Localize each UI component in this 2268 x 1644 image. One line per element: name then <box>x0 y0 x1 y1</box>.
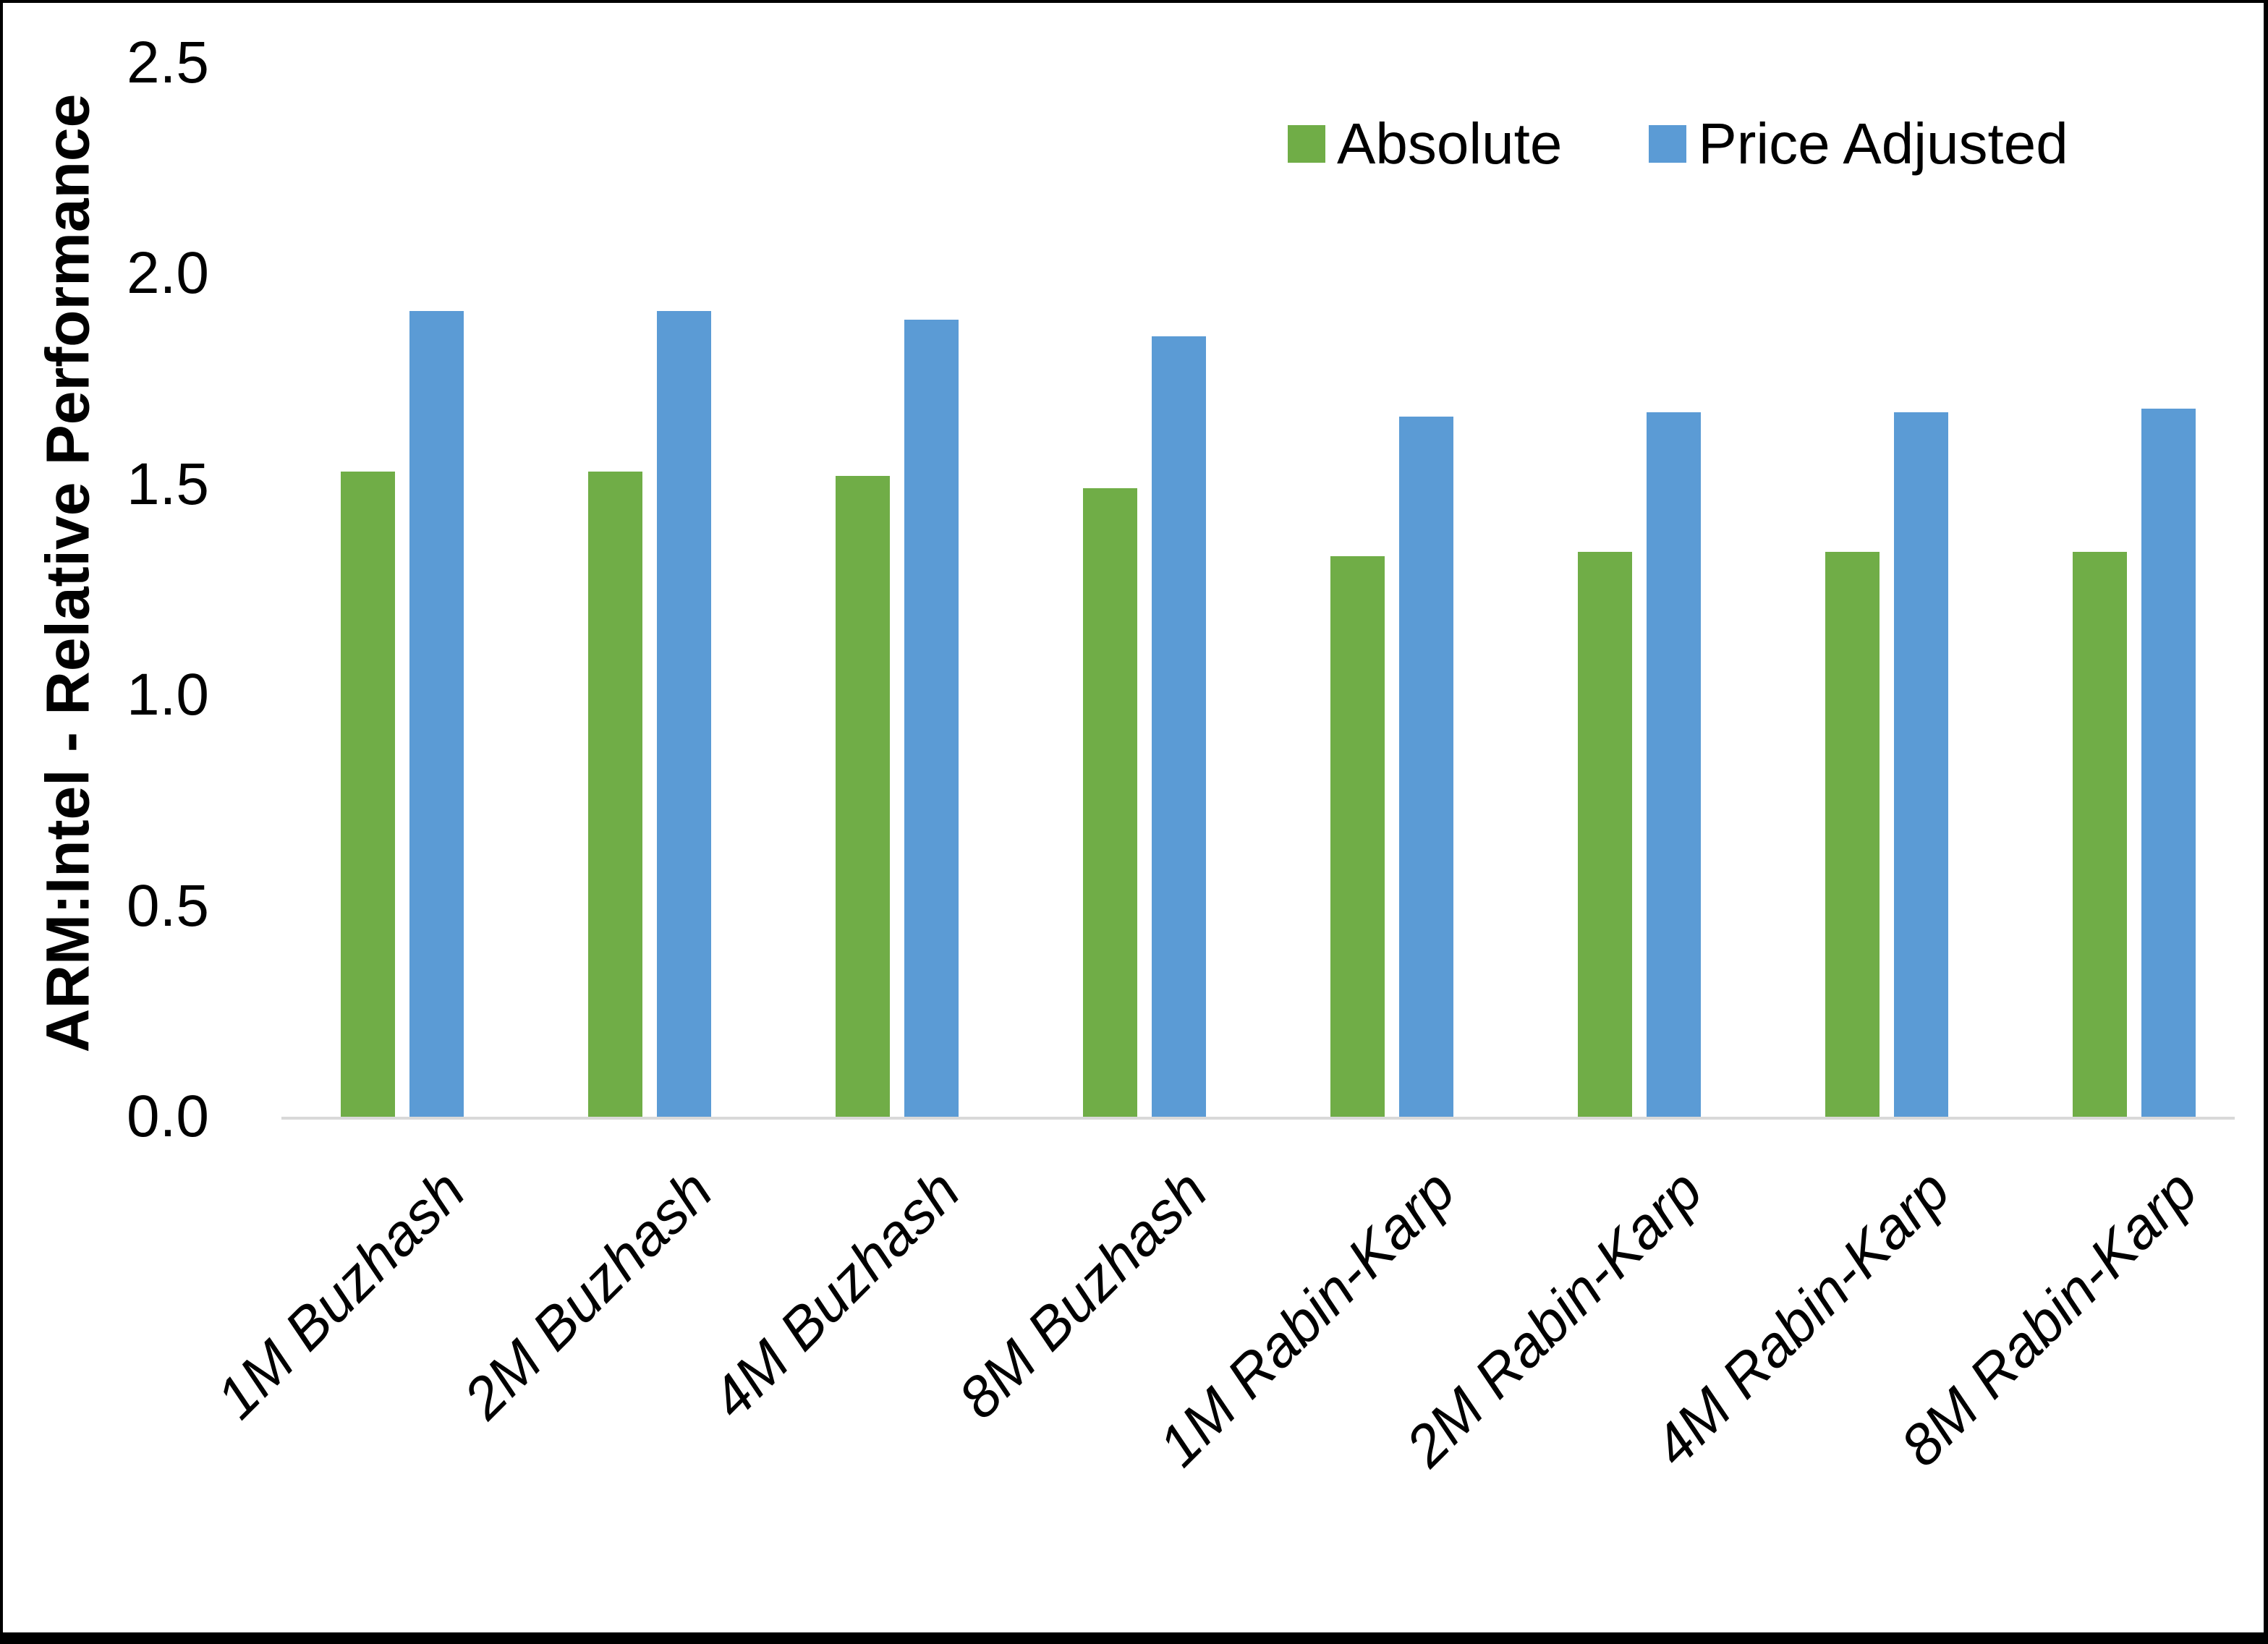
bar-price-adjusted-1m-rabin-karp <box>1399 417 1453 1117</box>
bar-absolute-8m-rabin-karp <box>2073 551 2127 1117</box>
legend-swatch-price-adjusted <box>1649 125 1687 163</box>
x-axis-line <box>281 1117 2235 1120</box>
bar-price-adjusted-8m-rabin-karp <box>2141 408 2196 1117</box>
legend: Absolute Price Adjusted <box>1288 111 2068 176</box>
plot-area <box>281 63 2235 1117</box>
y-axis-title: ARM:Intel - Relative Performance <box>33 93 102 1053</box>
bar-price-adjusted-4m-buzhash <box>904 320 959 1117</box>
y-tick-label-1-0: 1.0 <box>127 662 209 728</box>
bar-absolute-1m-rabin-karp <box>1330 555 1385 1117</box>
y-tick-label-1-5: 1.5 <box>127 451 209 517</box>
bar-price-adjusted-1m-buzhash <box>409 311 464 1117</box>
bar-absolute-1m-buzhash <box>341 472 395 1117</box>
legend-label-price-adjusted: Price Adjusted <box>1698 111 2068 176</box>
legend-item-price-adjusted: Price Adjusted <box>1649 111 2068 176</box>
x-category-label-2m-buzhash: 2M Buzhash <box>451 1157 725 1431</box>
y-tick-label-0-5: 0.5 <box>127 872 209 939</box>
bar-absolute-4m-rabin-karp <box>1825 551 1880 1117</box>
legend-label-absolute: Absolute <box>1337 111 1563 176</box>
legend-swatch-absolute <box>1288 125 1325 163</box>
bar-absolute-2m-rabin-karp <box>1578 551 1632 1117</box>
y-tick-label-2-5: 2.5 <box>127 29 209 95</box>
bar-absolute-8m-buzhash <box>1083 488 1137 1117</box>
x-category-label-1m-buzhash: 1M Buzhash <box>204 1157 477 1431</box>
bar-price-adjusted-2m-buzhash <box>657 311 711 1117</box>
bar-price-adjusted-4m-rabin-karp <box>1894 412 1948 1117</box>
bar-absolute-4m-buzhash <box>836 475 890 1117</box>
y-tick-label-0-0: 0.0 <box>127 1083 209 1149</box>
bar-absolute-2m-buzhash <box>588 472 642 1117</box>
bar-price-adjusted-8m-buzhash <box>1152 336 1206 1117</box>
legend-item-absolute: Absolute <box>1288 111 1562 176</box>
x-category-label-4m-buzhash: 4M Buzhash <box>699 1157 972 1431</box>
bar-price-adjusted-2m-rabin-karp <box>1647 412 1701 1117</box>
y-tick-label-2-0: 2.0 <box>127 240 209 306</box>
x-category-label-8m-buzhash: 8M Buzhash <box>946 1157 1220 1431</box>
